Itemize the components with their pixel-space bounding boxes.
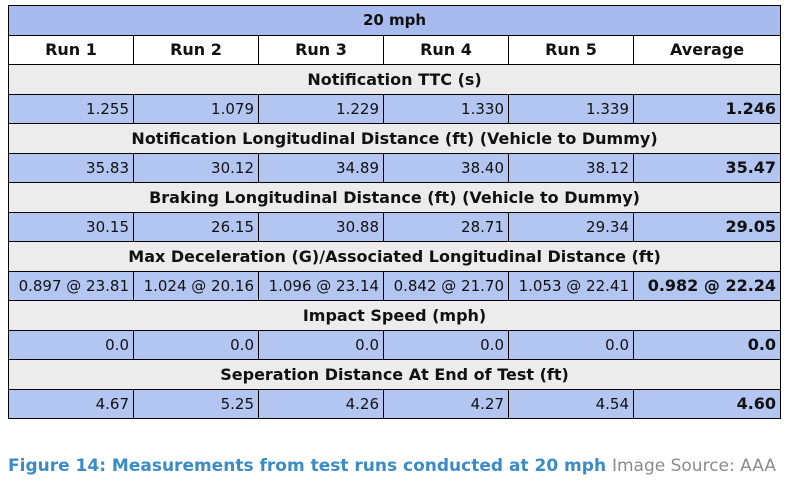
value-cell: 1.330 — [383, 93, 509, 124]
value-row: 35.83 30.12 34.89 38.40 38.12 35.47 — [8, 152, 782, 183]
value-cell: 29.34 — [508, 211, 634, 242]
value-cell: 4.26 — [258, 388, 384, 419]
column-header: Run 1 — [8, 34, 134, 65]
value-cell: 1.096 @ 23.14 — [258, 270, 384, 301]
section-row: Notification Longitudinal Distance (ft) … — [7, 123, 782, 154]
image-source: Image Source: AAA — [611, 456, 776, 476]
value-cell: 30.12 — [133, 152, 259, 183]
value-cell: 5.25 — [133, 388, 259, 419]
value-cell: 1.079 — [133, 93, 259, 124]
section-title: Max Deceleration (G)/Associated Longitud… — [7, 241, 782, 272]
value-cell: 1.255 — [8, 93, 134, 124]
value-cell: 38.40 — [383, 152, 509, 183]
value-cell: 28.71 — [383, 211, 509, 242]
results-table: 20 mph Run 1 Run 2 Run 3 Run 4 Run 5 Average No… — [7, 5, 782, 419]
value-cell: 0.842 @ 21.70 — [383, 270, 509, 301]
section-row: Braking Longitudinal Distance (ft) (Vehi… — [7, 182, 782, 213]
value-row: 4.67 5.25 4.26 4.27 4.54 4.60 — [8, 388, 782, 419]
value-cell: 0.0 — [508, 329, 634, 360]
value-row: 1.255 1.079 1.229 1.330 1.339 1.246 — [8, 93, 782, 124]
value-row: 0.0 0.0 0.0 0.0 0.0 0.0 — [8, 329, 782, 360]
value-row: 30.15 26.15 30.88 28.71 29.34 29.05 — [8, 211, 782, 242]
value-cell: 30.15 — [8, 211, 134, 242]
section-title: Braking Longitudinal Distance (ft) (Vehi… — [7, 182, 782, 213]
value-cell: 26.15 — [133, 211, 259, 242]
section-title: Impact Speed (mph) — [7, 300, 782, 331]
value-cell: 4.27 — [383, 388, 509, 419]
value-cell: 1.246 — [632, 93, 782, 124]
title-row: 20 mph — [7, 5, 782, 36]
value-row: 0.897 @ 23.81 1.024 @ 20.16 1.096 @ 23.14 0… — [8, 270, 782, 301]
value-cell: 0.897 @ 23.81 — [8, 270, 134, 301]
caption: Figure 14: Measurements from test runs c… — [8, 456, 776, 476]
section-row: Seperation Distance At End of Test (ft) — [7, 359, 782, 390]
column-header: Run 3 — [258, 34, 384, 65]
section-title: Notification Longitudinal Distance (ft) … — [7, 123, 782, 154]
value-cell: 0.0 — [8, 329, 134, 360]
column-header: Run 2 — [133, 34, 259, 65]
column-header: Run 4 — [383, 34, 509, 65]
value-cell: 0.0 — [258, 329, 384, 360]
value-cell: 1.229 — [258, 93, 384, 124]
section-title: Seperation Distance At End of Test (ft) — [7, 359, 782, 390]
section-title: Notification TTC (s) — [7, 64, 782, 95]
value-cell: 0.0 — [632, 329, 782, 360]
table-body: 20 mph Run 1 Run 2 Run 3 Run 4 Run 5 Average No… — [7, 5, 782, 419]
section-row: Impact Speed (mph) — [7, 300, 782, 331]
figure-caption: Figure 14: Measurements from test runs c… — [8, 456, 607, 476]
value-cell: 30.88 — [258, 211, 384, 242]
value-cell: 0.0 — [133, 329, 259, 360]
value-cell: 4.60 — [632, 388, 782, 419]
value-cell: 29.05 — [632, 211, 782, 242]
value-cell: 35.47 — [632, 152, 782, 183]
value-cell: 38.12 — [508, 152, 634, 183]
value-cell: 4.54 — [508, 388, 634, 419]
value-cell: 4.67 — [8, 388, 134, 419]
value-cell: 34.89 — [258, 152, 384, 183]
value-cell: 1.339 — [508, 93, 634, 124]
value-cell: 35.83 — [8, 152, 134, 183]
section-row: Max Deceleration (G)/Associated Longitud… — [7, 241, 782, 272]
value-cell: 1.053 @ 22.41 — [508, 270, 634, 301]
value-cell: 0.982 @ 22.24 — [632, 270, 782, 301]
column-header: Run 5 — [508, 34, 634, 65]
section-row: Notification TTC (s) — [7, 64, 782, 95]
value-cell: 1.024 @ 20.16 — [133, 270, 259, 301]
table-title: 20 mph — [7, 5, 782, 36]
header-row: Run 1 Run 2 Run 3 Run 4 Run 5 Average — [8, 34, 782, 65]
value-cell: 0.0 — [383, 329, 509, 360]
column-header: Average — [632, 34, 782, 65]
